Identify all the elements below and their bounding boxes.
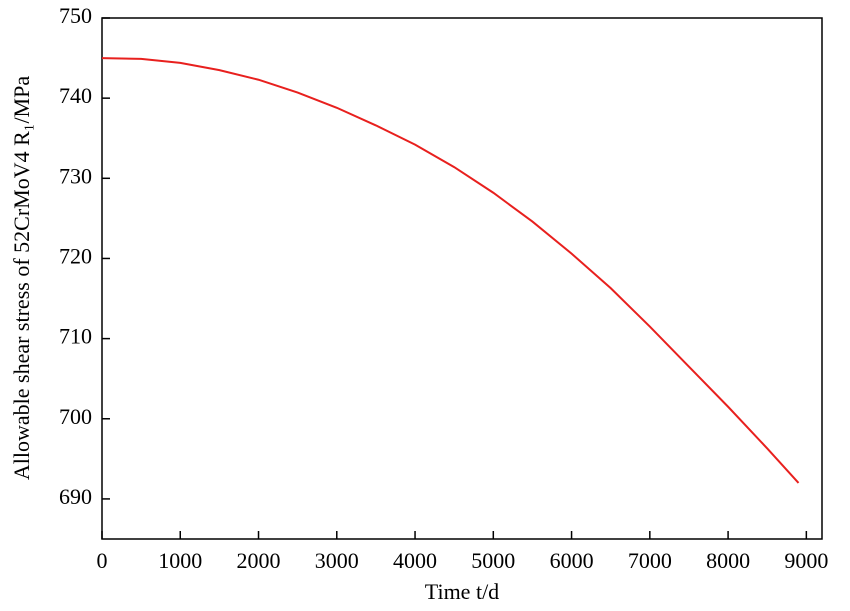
x-tick-label: 0	[97, 548, 108, 573]
y-tick-label: 720	[59, 244, 92, 269]
y-axis-label: Allowable shear stress of 52CrMoV4 R₁/MP…	[9, 76, 34, 480]
x-tick-label: 8000	[706, 548, 750, 573]
x-tick-label: 4000	[393, 548, 437, 573]
x-tick-label: 3000	[315, 548, 359, 573]
x-tick-label: 9000	[784, 548, 828, 573]
x-tick-label: 1000	[158, 548, 202, 573]
data-line	[101, 57, 800, 484]
y-tick-label: 690	[59, 484, 92, 509]
plot-frame	[101, 17, 823, 540]
x-axis-label: Time t/d	[425, 579, 499, 604]
y-tick-label: 750	[59, 3, 92, 28]
x-tick-label: 2000	[237, 548, 281, 573]
x-tick-label: 6000	[550, 548, 594, 573]
y-tick-label: 700	[59, 404, 92, 429]
y-tick-label: 740	[59, 83, 92, 108]
x-tick-label: 7000	[628, 548, 672, 573]
y-tick-label: 730	[59, 163, 92, 188]
y-tick-label: 710	[59, 324, 92, 349]
x-tick-label: 5000	[471, 548, 515, 573]
